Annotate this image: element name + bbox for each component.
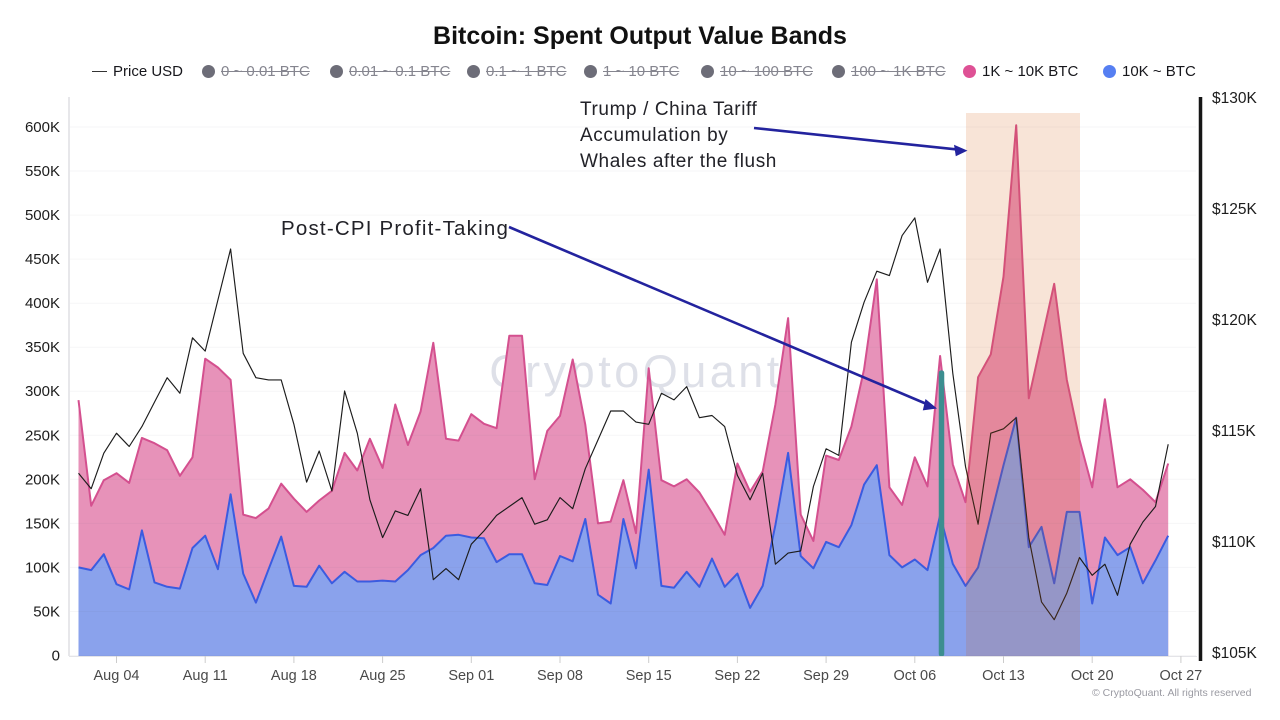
svg-text:50K: 50K xyxy=(33,604,60,621)
svg-text:Sep 08: Sep 08 xyxy=(537,668,583,684)
svg-text:Sep 22: Sep 22 xyxy=(714,668,760,684)
svg-text:150K: 150K xyxy=(25,515,60,532)
svg-text:250K: 250K xyxy=(25,427,60,444)
svg-text:Sep 29: Sep 29 xyxy=(803,668,849,684)
svg-text:100K: 100K xyxy=(25,559,60,576)
svg-text:Oct 06: Oct 06 xyxy=(893,668,936,684)
svg-text:300K: 300K xyxy=(25,383,60,400)
svg-text:550K: 550K xyxy=(25,163,60,180)
svg-text:Aug 25: Aug 25 xyxy=(360,668,406,684)
svg-text:$110K: $110K xyxy=(1212,534,1256,551)
svg-text:Aug 18: Aug 18 xyxy=(271,668,317,684)
svg-text:$115K: $115K xyxy=(1212,423,1256,440)
svg-text:0: 0 xyxy=(52,648,60,665)
svg-text:$105K: $105K xyxy=(1212,645,1257,662)
svg-text:CryptoQuant: CryptoQuant xyxy=(489,346,783,397)
svg-text:450K: 450K xyxy=(25,251,60,268)
svg-text:Oct 27: Oct 27 xyxy=(1160,668,1203,684)
svg-text:Aug 11: Aug 11 xyxy=(183,668,228,684)
svg-text:Oct 13: Oct 13 xyxy=(982,668,1025,684)
svg-text:$130K: $130K xyxy=(1212,90,1257,107)
svg-text:Sep 15: Sep 15 xyxy=(626,668,672,684)
svg-text:200K: 200K xyxy=(25,471,60,488)
svg-text:400K: 400K xyxy=(25,295,60,312)
svg-text:$125K: $125K xyxy=(1212,201,1257,218)
svg-text:$120K: $120K xyxy=(1212,312,1257,329)
svg-text:500K: 500K xyxy=(25,207,60,224)
svg-text:Aug 04: Aug 04 xyxy=(94,668,140,684)
svg-text:Sep 01: Sep 01 xyxy=(448,668,494,684)
svg-text:Oct 20: Oct 20 xyxy=(1071,668,1114,684)
svg-text:350K: 350K xyxy=(25,339,60,356)
svg-text:600K: 600K xyxy=(25,119,60,136)
